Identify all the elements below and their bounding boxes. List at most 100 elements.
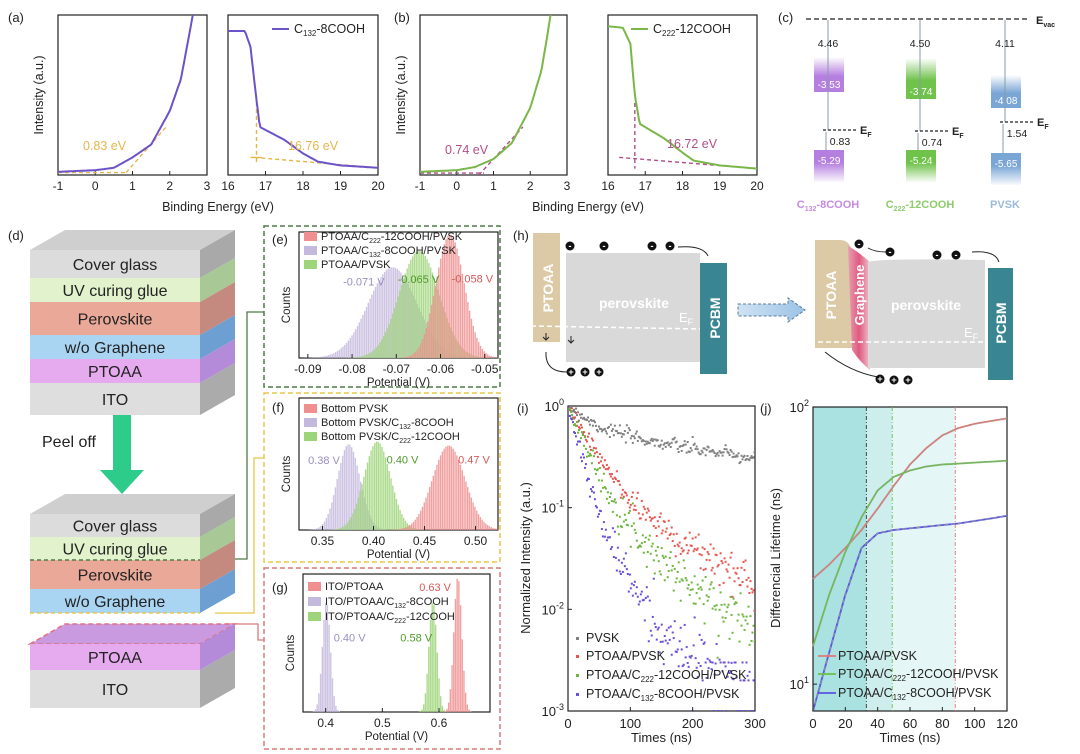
legend-swatch bbox=[308, 582, 321, 591]
data-point bbox=[646, 595, 649, 598]
data-point bbox=[624, 441, 627, 444]
x-axis-label: Potential (V) bbox=[367, 549, 430, 561]
data-point bbox=[726, 450, 729, 453]
data-point bbox=[703, 622, 706, 625]
data-point bbox=[750, 639, 753, 642]
electron-icon bbox=[565, 241, 575, 251]
histogram-bar bbox=[459, 605, 462, 712]
histogram-bar bbox=[448, 445, 451, 530]
histogram-bar bbox=[456, 455, 458, 530]
legend-marker bbox=[576, 693, 579, 696]
histogram-bar bbox=[461, 273, 464, 358]
data-point bbox=[598, 453, 601, 456]
histogram-bar bbox=[414, 351, 417, 358]
layer-label: UV curing glue bbox=[63, 283, 168, 300]
data-point bbox=[752, 624, 755, 627]
layer-front bbox=[30, 589, 200, 613]
data-point bbox=[695, 549, 698, 552]
histogram-bar bbox=[485, 353, 487, 358]
data-point bbox=[617, 431, 620, 434]
data-point bbox=[616, 546, 619, 549]
data-point bbox=[680, 449, 683, 452]
data-point bbox=[573, 432, 576, 435]
data-point bbox=[599, 427, 602, 430]
data-point bbox=[718, 450, 721, 453]
x-tick-label: -0.09 bbox=[294, 362, 322, 376]
material-label: C132-8COOH bbox=[797, 199, 859, 213]
data-point bbox=[742, 615, 745, 618]
data-point bbox=[620, 493, 623, 496]
data-point bbox=[740, 710, 743, 711]
data-point bbox=[577, 426, 580, 429]
histogram-bar bbox=[390, 478, 392, 530]
x-axis-label: Times (ns) bbox=[631, 730, 692, 745]
histogram-bar bbox=[364, 310, 366, 358]
data-point bbox=[618, 424, 621, 427]
data-point bbox=[665, 563, 668, 566]
layer-front bbox=[30, 302, 200, 335]
data-point bbox=[624, 492, 627, 495]
data-point bbox=[701, 451, 704, 454]
data-point bbox=[594, 505, 597, 508]
data-point bbox=[625, 424, 628, 427]
histogram-bar bbox=[393, 492, 396, 530]
data-point bbox=[710, 668, 713, 671]
legend-label-main: Bottom PVSK/C bbox=[321, 431, 399, 443]
hole-sign: + bbox=[891, 375, 896, 385]
histogram-bar bbox=[355, 503, 358, 530]
data-point bbox=[602, 466, 605, 469]
histogram-bar bbox=[412, 295, 415, 358]
histogram-bar bbox=[399, 290, 401, 358]
data-point bbox=[656, 520, 659, 523]
data-point bbox=[641, 513, 644, 516]
histogram-bar bbox=[319, 673, 322, 712]
data-point bbox=[728, 671, 731, 674]
data-point bbox=[729, 556, 732, 559]
perovskite-label: perovskite bbox=[599, 295, 669, 311]
data-point bbox=[675, 440, 678, 443]
legend-swatch bbox=[304, 232, 317, 241]
x-tick-label: 17 bbox=[259, 179, 273, 193]
block-top-face bbox=[30, 230, 235, 250]
data-point bbox=[698, 597, 701, 600]
data-point bbox=[640, 590, 643, 593]
legend-label-rest: -8COOH/PVSK bbox=[381, 245, 457, 257]
data-point bbox=[749, 615, 752, 618]
histogram-bar bbox=[381, 339, 383, 358]
legend-label-main: PTOAA/PVSK bbox=[838, 649, 918, 663]
data-point bbox=[579, 416, 582, 419]
data-point bbox=[577, 419, 580, 422]
histogram-bar bbox=[356, 465, 358, 530]
histogram-bar bbox=[316, 704, 318, 712]
data-point bbox=[684, 443, 687, 446]
graphene-band bbox=[848, 246, 870, 370]
data-point bbox=[675, 650, 678, 653]
data-point bbox=[653, 572, 656, 575]
data-point bbox=[732, 452, 735, 455]
data-point bbox=[707, 667, 710, 670]
data-point bbox=[583, 436, 586, 439]
data-point bbox=[720, 559, 723, 562]
histogram-bar bbox=[495, 528, 498, 530]
data-point bbox=[701, 679, 704, 682]
layer-label: w/o Graphene bbox=[64, 340, 166, 357]
layer-side bbox=[200, 569, 235, 613]
histogram-bar bbox=[397, 296, 399, 358]
histogram-bar bbox=[410, 259, 412, 358]
histogram-bar bbox=[426, 673, 428, 712]
data-point bbox=[585, 419, 588, 422]
data-point bbox=[594, 447, 597, 450]
histogram-bar bbox=[458, 344, 461, 358]
data-point bbox=[700, 449, 703, 452]
histogram-bar bbox=[438, 678, 440, 712]
histogram-bar bbox=[312, 529, 315, 530]
data-point bbox=[612, 480, 615, 483]
layer-label: Perovskite bbox=[78, 568, 153, 585]
histogram-bar bbox=[349, 338, 351, 358]
data-point bbox=[600, 456, 603, 459]
data-point bbox=[654, 526, 657, 529]
histogram-bar bbox=[326, 355, 328, 358]
data-point bbox=[725, 568, 728, 571]
histogram-bar bbox=[455, 338, 457, 358]
legend-label: PTOAA/C222-12COOH/PVSK bbox=[321, 231, 463, 245]
